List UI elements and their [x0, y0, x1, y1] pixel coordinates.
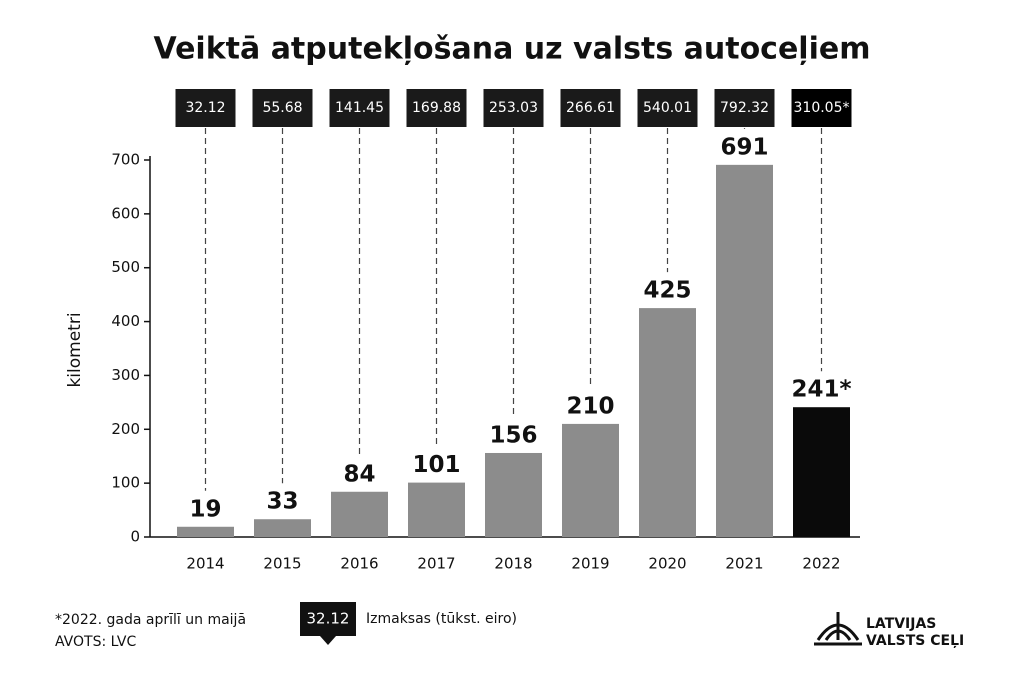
x-tick-label: 2021: [725, 555, 763, 573]
y-tick-label: 100: [111, 474, 140, 492]
chart-title: Veiktā atputekļošana uz valsts autoceļie…: [154, 32, 871, 67]
y-tick-label: 0: [130, 528, 140, 546]
source: AVOTS: LVC: [55, 634, 136, 650]
data-label: 691: [720, 134, 768, 160]
x-tick-label: 2016: [340, 555, 378, 573]
data-label: 210: [566, 393, 614, 419]
cost-box: [637, 89, 698, 127]
bar: [408, 482, 465, 537]
cost-box: [406, 89, 467, 127]
x-tick-label: 2019: [571, 555, 609, 573]
cost-label: 310.05*: [794, 100, 850, 116]
bar: [254, 519, 311, 537]
cost-label: 141.45: [335, 100, 384, 116]
x-tick-label: 2017: [417, 555, 455, 573]
bar: [562, 423, 619, 537]
y-tick-label: 600: [111, 204, 140, 222]
data-label: 19: [189, 496, 221, 522]
cost-label: 169.88: [412, 100, 461, 116]
legend-swatch: [300, 602, 356, 636]
data-label: 101: [412, 452, 460, 478]
data-label: 84: [343, 461, 375, 487]
bar: [485, 452, 542, 537]
bar: [177, 526, 234, 537]
x-tick-label: 2014: [186, 555, 224, 573]
cost-label: 792.32: [720, 100, 769, 116]
data-label: 425: [643, 278, 691, 304]
bar: [331, 491, 388, 537]
logo-icon: [814, 612, 862, 646]
logo-text: VALSTS CEĻI: [866, 633, 964, 649]
bar: [793, 407, 850, 537]
legend-sample: 32.12: [307, 610, 350, 628]
logo-text: LATVIJAS: [866, 616, 936, 632]
cost-label: 253.03: [489, 100, 538, 116]
y-tick-label: 400: [111, 312, 140, 330]
x-tick-label: 2018: [494, 555, 532, 573]
cost-label: 266.61: [566, 100, 615, 116]
cost-box: [252, 89, 313, 127]
bar: [639, 308, 696, 537]
cost-box: [714, 89, 775, 127]
y-tick-label: 200: [111, 420, 140, 438]
x-tick-label: 2022: [802, 555, 840, 573]
cost-label: 55.68: [262, 100, 302, 116]
y-axis-label: kilometri: [65, 312, 85, 387]
y-tick-label: 700: [111, 151, 140, 169]
legend-pointer: [320, 636, 336, 645]
x-tick-label: 2020: [648, 555, 686, 573]
data-label: 33: [266, 489, 298, 515]
cost-box: [483, 89, 544, 127]
legend-label: Izmaksas (tūkst. eiro): [366, 611, 517, 627]
footnote: *2022. gada aprīlī un maijā: [55, 612, 246, 628]
data-label: 156: [489, 422, 537, 448]
y-tick-label: 500: [111, 258, 140, 276]
x-tick-label: 2015: [263, 555, 301, 573]
data-label: 241*: [791, 377, 851, 403]
bar: [716, 164, 773, 537]
cost-box: [175, 89, 236, 127]
cost-box: [329, 89, 390, 127]
cost-box: [560, 89, 621, 127]
cost-label: 32.12: [185, 100, 225, 116]
cost-label: 540.01: [643, 100, 692, 116]
cost-box: [791, 89, 852, 127]
y-tick-label: 300: [111, 366, 140, 384]
